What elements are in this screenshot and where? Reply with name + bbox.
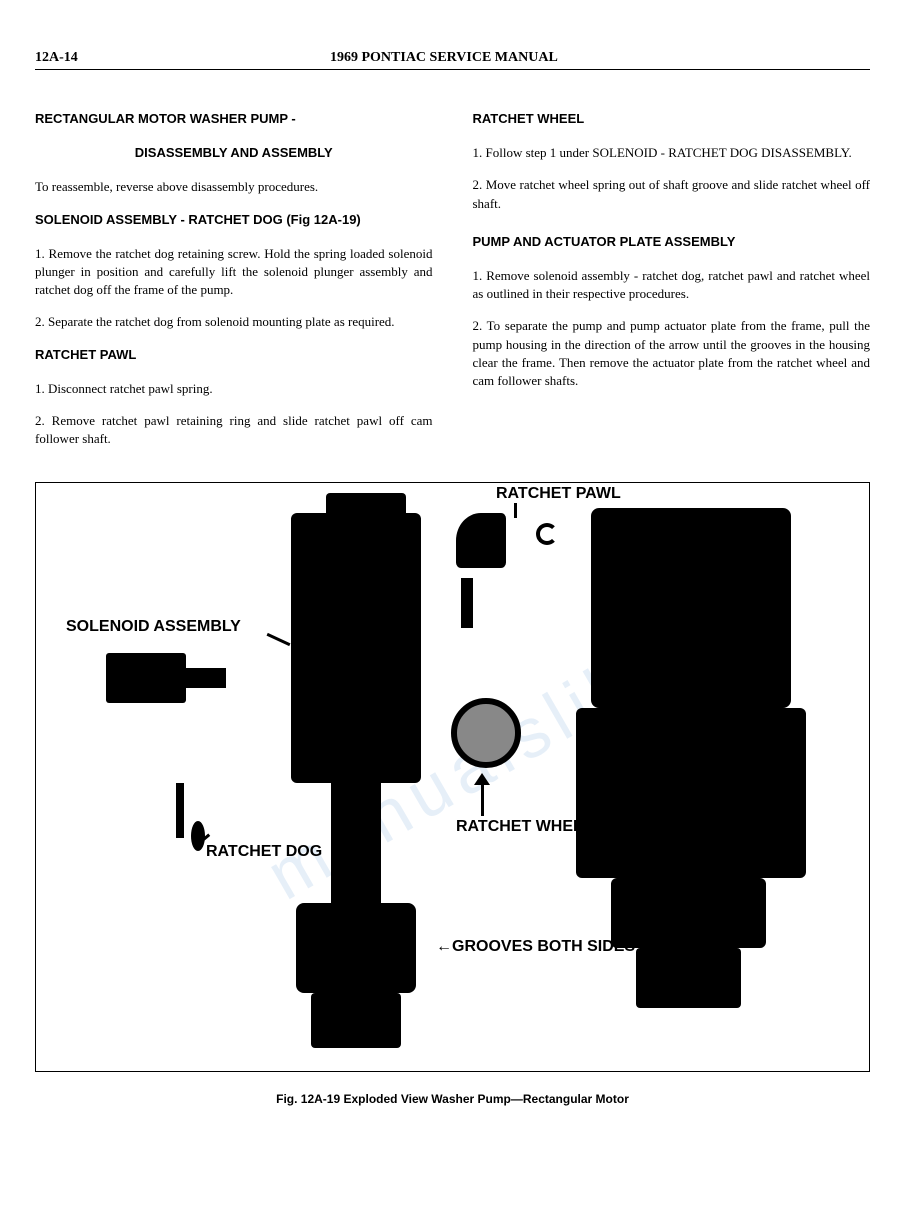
paragraph: 2. Separate the ratchet dog from solenoi…: [35, 313, 433, 331]
part-ratchet-wheel: [451, 698, 521, 768]
diagram-label-ratchet-dog: RATCHET DOG: [206, 843, 322, 861]
paragraph: 1. Remove the ratchet dog retaining scre…: [35, 245, 433, 300]
part-main-frame: [291, 513, 421, 783]
diagram-label-ratchet-wheel: RATCHET WHEEL: [456, 818, 593, 836]
section-heading-pawl: RATCHET PAWL: [35, 346, 433, 364]
part-solenoid: [106, 653, 186, 703]
part-retaining-ring: [536, 523, 558, 545]
part-pump-body-top: [591, 508, 791, 708]
part-shaft: [331, 783, 381, 903]
figure-caption: Fig. 12A-19 Exploded View Washer Pump—Re…: [35, 1092, 870, 1106]
paragraph: 2. To separate the pump and pump actuato…: [473, 317, 871, 390]
part-motor-base: [311, 993, 401, 1048]
paragraph: 1. Follow step 1 under SOLENOID - RATCHE…: [473, 144, 871, 162]
diagram-label-ratchet-pawl: RATCHET PAWL: [496, 485, 621, 503]
part-screw: [176, 783, 184, 838]
two-column-layout: RECTANGULAR MOTOR WASHER PUMP - DISASSEM…: [35, 110, 870, 462]
part-pump-body-mid: [576, 708, 806, 878]
diagram-label-solenoid: SOLENOID ASSEMBLY: [66, 618, 241, 636]
section-heading-solenoid: SOLENOID ASSEMBLY - RATCHET DOG (Fig 12A…: [35, 211, 433, 229]
header-title: 1969 PONTIAC SERVICE MANUAL: [330, 50, 558, 66]
part-pump-body-lower: [611, 878, 766, 948]
part-solenoid-arm: [186, 668, 226, 688]
paragraph: 2. Move ratchet wheel spring out of shaf…: [473, 176, 871, 212]
part-pawl-spring: [461, 578, 473, 628]
part-pump-base: [636, 948, 741, 1008]
part-top-cap: [326, 493, 406, 518]
paragraph: 2. Remove ratchet pawl retaining ring an…: [35, 412, 433, 448]
section-heading-wheel: RATCHET WHEEL: [473, 110, 871, 128]
arrow-head-icon: [474, 773, 490, 785]
arrow-line: [267, 633, 291, 646]
paragraph: 1. Remove solenoid assembly - ratchet do…: [473, 267, 871, 303]
page-header: 12A-14 1969 PONTIAC SERVICE MANUAL: [35, 50, 870, 70]
figure-exploded-view: manualslib RATCHET PAWL SOLENOID ASSEMBL…: [35, 482, 870, 1072]
section-heading-rect-motor: RECTANGULAR MOTOR WASHER PUMP -: [35, 110, 433, 128]
arrow-line: [514, 503, 517, 518]
page-number: 12A-14: [35, 50, 78, 66]
left-column: RECTANGULAR MOTOR WASHER PUMP - DISASSEM…: [35, 110, 433, 462]
section-subheading-disassembly: DISASSEMBLY AND ASSEMBLY: [35, 144, 433, 162]
part-motor-housing: [296, 903, 416, 993]
part-ratchet-pawl: [456, 513, 506, 568]
paragraph: 1. Disconnect ratchet pawl spring.: [35, 380, 433, 398]
paragraph: To reassemble, reverse above disassembly…: [35, 178, 433, 196]
section-heading-pump: PUMP AND ACTUATOR PLATE ASSEMBLY: [473, 233, 871, 251]
right-column: RATCHET WHEEL 1. Follow step 1 under SOL…: [473, 110, 871, 462]
diagram-label-grooves: ←GROOVES BOTH SIDES: [436, 938, 635, 956]
